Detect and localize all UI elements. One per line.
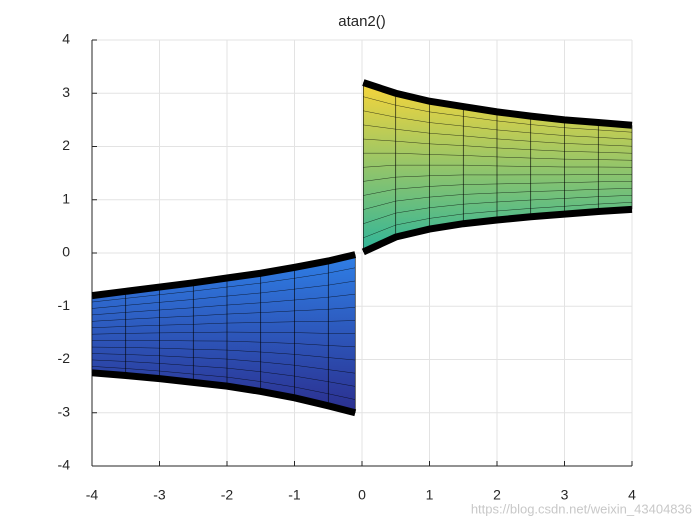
mesh-line [91, 340, 356, 348]
y-tick-label: 0 [62, 244, 70, 260]
mesh-line [91, 320, 356, 329]
y-tick-label: 2 [62, 137, 70, 153]
mesh-line [91, 346, 356, 361]
y-tick-label: -3 [58, 403, 71, 419]
x-tick-label: 1 [426, 487, 434, 503]
x-tick-label: -1 [288, 487, 301, 503]
x-tick-label: 0 [358, 487, 366, 503]
mesh-line [363, 202, 633, 239]
mesh-line [91, 267, 356, 303]
chart-title: atan2() [338, 13, 386, 30]
upper-edge [362, 79, 633, 129]
x-tick-label: -3 [153, 487, 166, 503]
x-tick-label: -2 [221, 487, 234, 503]
mesh-line [363, 110, 633, 140]
x-tick-label: 4 [628, 487, 636, 503]
lower-edge [361, 205, 633, 256]
mesh-line [91, 293, 356, 316]
mesh-line [91, 366, 356, 400]
mesh-line [363, 152, 633, 161]
lower-edge [91, 369, 357, 417]
y-tick-label: -1 [58, 297, 71, 313]
mesh-line [363, 124, 633, 147]
y-tick-label: 1 [62, 190, 70, 206]
y-tick-label: 4 [62, 31, 70, 47]
mesh-line [363, 188, 633, 210]
y-tick-label: -2 [58, 350, 71, 366]
mesh-line [363, 164, 633, 168]
x-tick-label: 2 [493, 487, 501, 503]
mesh-line [91, 331, 356, 335]
mesh-line [91, 353, 356, 374]
x-tick-label: -4 [86, 487, 99, 503]
surface [363, 82, 632, 252]
mesh-line [363, 138, 633, 154]
watermark: https://blog.csdn.net/weixin_43404836 [471, 501, 692, 516]
mesh-line [91, 307, 356, 322]
mesh-line [91, 280, 356, 309]
y-tick-label: -4 [58, 457, 71, 473]
mesh-line [91, 359, 356, 387]
mesh-line [363, 174, 633, 182]
upper-edge [91, 251, 357, 300]
mesh-line [363, 195, 633, 224]
surface [92, 254, 356, 413]
plot [91, 39, 633, 467]
mesh-line [363, 96, 633, 133]
mesh-line [363, 181, 633, 196]
x-tick-label: 3 [561, 487, 569, 503]
y-tick-label: 3 [62, 84, 70, 100]
